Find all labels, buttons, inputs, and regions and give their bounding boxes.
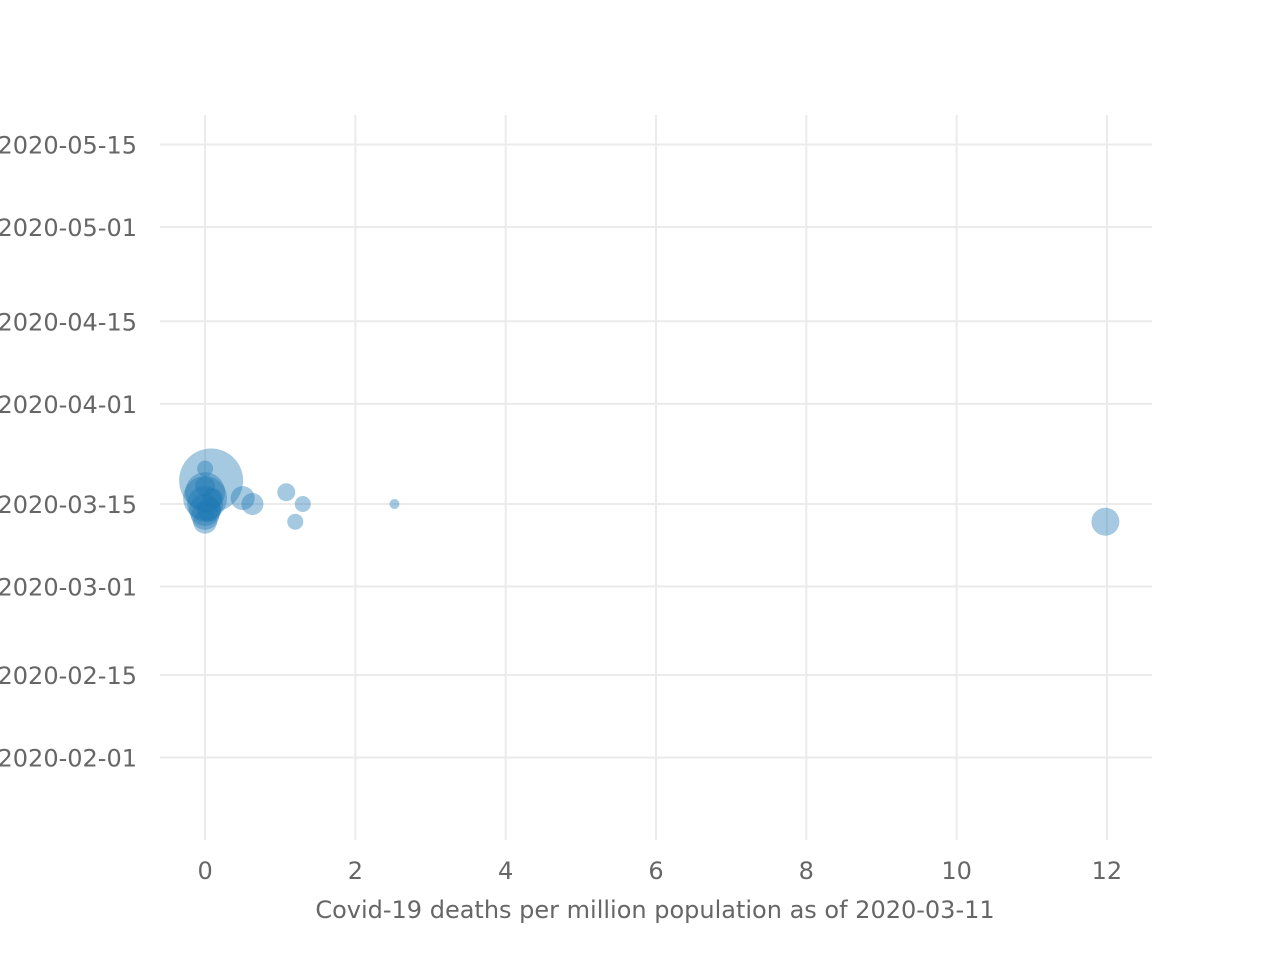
y-tick-label: 2020-04-01 (0, 391, 137, 419)
x-tick-label: 0 (197, 857, 212, 885)
y-tick-label: 2020-05-15 (0, 131, 137, 159)
x-tick-label: 12 (1092, 857, 1123, 885)
data-point[interactable] (202, 488, 223, 509)
data-point[interactable] (195, 476, 216, 497)
x-tick-label: 6 (648, 857, 663, 885)
y-tick-label: 2020-02-15 (0, 662, 137, 690)
x-tick-label: 2 (348, 857, 363, 885)
tick-labels: 0 2 4 6 8 10 12 2020-02-01 2020-02-15 2020-03-01 2… (0, 131, 1122, 885)
data-point[interactable] (187, 486, 224, 523)
x-tick-label: 8 (799, 857, 814, 885)
data-point[interactable] (277, 483, 296, 502)
x-tick-label: 10 (941, 857, 972, 885)
data-point[interactable] (179, 448, 244, 513)
data-point[interactable] (193, 509, 218, 534)
data-point[interactable] (230, 486, 255, 511)
data-point[interactable] (389, 499, 400, 510)
y-tick-label: 2020-04-15 (0, 308, 137, 336)
data-point[interactable] (287, 513, 304, 530)
data-points (179, 448, 1120, 536)
data-point[interactable] (183, 476, 228, 521)
data-point[interactable] (185, 472, 226, 513)
data-point[interactable] (197, 460, 214, 477)
data-point[interactable] (294, 496, 311, 513)
y-tick-label: 2020-03-01 (0, 574, 137, 602)
data-point[interactable] (241, 493, 264, 516)
data-point[interactable] (191, 501, 220, 530)
x-axis-title: Covid-19 deaths per million population a… (315, 896, 994, 924)
data-point[interactable] (189, 493, 222, 526)
y-tick-label: 2020-05-01 (0, 214, 137, 242)
gridlines (160, 115, 1152, 840)
y-tick-label: 2020-03-15 (0, 491, 137, 519)
data-point[interactable] (1091, 507, 1120, 536)
x-tick-label: 4 (498, 857, 513, 885)
y-tick-label: 2020-02-01 (0, 744, 137, 772)
data-point[interactable] (196, 497, 221, 522)
